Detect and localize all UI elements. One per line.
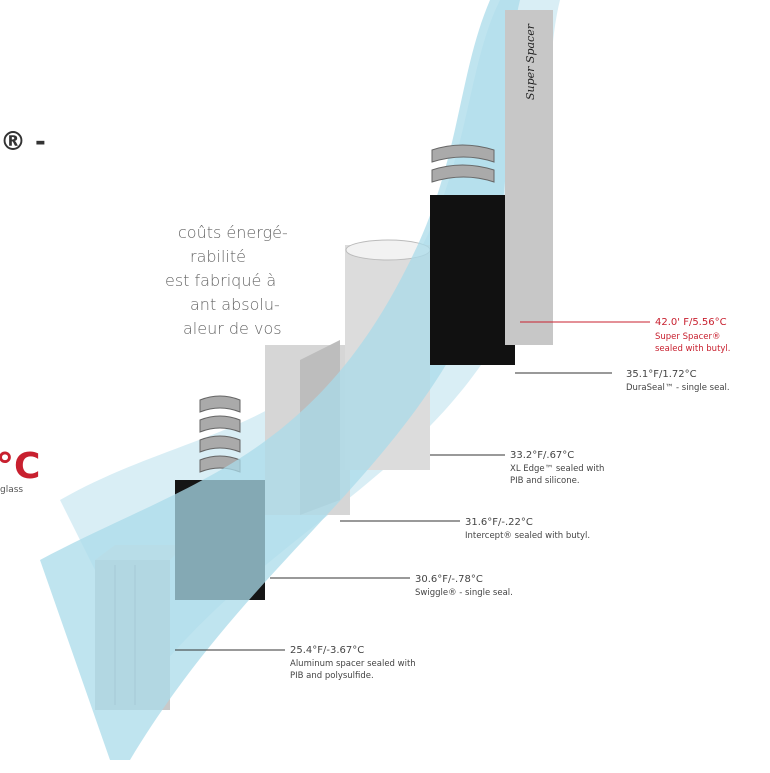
glass-label: glass <box>0 485 23 495</box>
desc-label: XL Edge™ sealed with <box>510 464 604 474</box>
paragraph-line: rabilité <box>190 247 246 266</box>
temp-label: 31.6°F/-.22°C <box>465 517 533 528</box>
bar-label: Super Spacer <box>524 23 537 100</box>
desc-label: Intercept® sealed with butyl. <box>465 531 590 541</box>
temp-label: 33.2°F/.67°C <box>510 450 574 461</box>
paragraph-line: est fabriqué à <box>165 271 276 290</box>
spacer-ribbon <box>431 144 495 183</box>
spacer <box>505 10 553 345</box>
annotations: 42.0' F/5.56°C Super Spacer® sealed with… <box>290 317 731 681</box>
glass-pane <box>40 0 520 760</box>
spacer <box>430 195 515 365</box>
desc-label: PIB and silicone. <box>510 476 580 486</box>
heading: ® - <box>0 127 46 157</box>
red-temp: °C <box>0 446 40 487</box>
desc-label: sealed with butyl. <box>655 344 731 354</box>
temp-label: 30.6°F/-.78°C <box>415 574 483 585</box>
paragraph-line: aleur de vos <box>183 319 282 338</box>
desc-label: DuraSeal™ - single seal. <box>626 383 730 393</box>
paragraph-line: coûts énergé- <box>178 223 288 242</box>
desc-label: Swiggle® - single seal. <box>415 588 513 598</box>
temp-label: 35.1°F/1.72°C <box>626 369 697 380</box>
paragraph-line: ant absolu- <box>190 295 280 314</box>
temp-label: 42.0' F/5.56°C <box>655 317 727 328</box>
temp-label: 25.4°F/-3.67°C <box>290 645 364 656</box>
desc-label: PIB and polysulfide. <box>290 671 374 681</box>
desc-label: Aluminum spacer sealed with <box>290 659 416 669</box>
illustration: Super Spacer <box>40 0 650 760</box>
desc-label: Super Spacer® <box>655 332 721 342</box>
